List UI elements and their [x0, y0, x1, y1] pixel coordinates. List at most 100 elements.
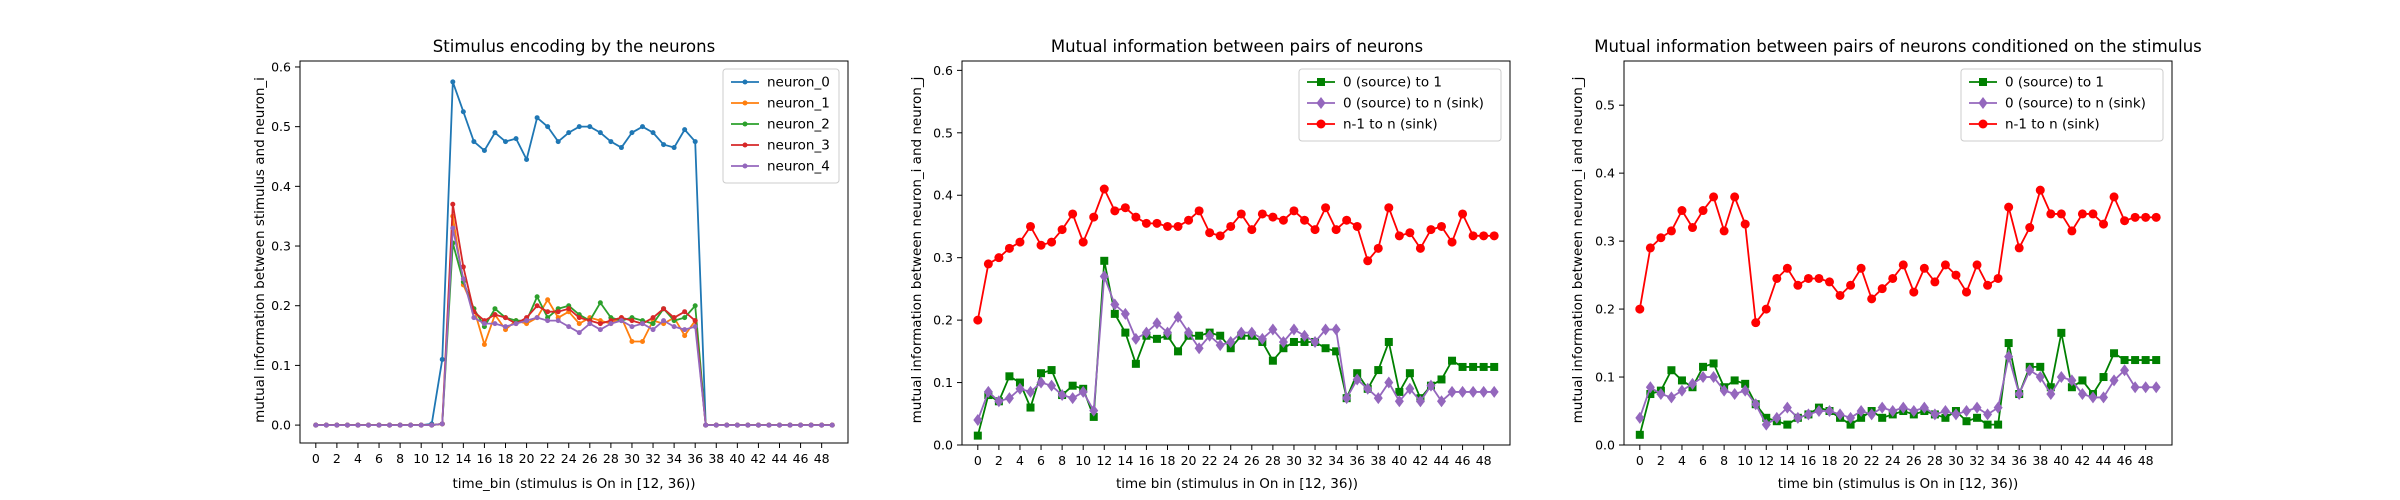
data-point [650, 327, 656, 333]
data-point [1458, 362, 1467, 371]
data-point [2067, 226, 2077, 236]
legend-label: 0 (source) to 1 [2005, 75, 2104, 91]
legend-label: neuron_3 [767, 138, 830, 154]
data-point [1004, 392, 1014, 405]
x-tick-label: 22 [540, 451, 556, 466]
data-point [1983, 408, 1993, 421]
data-point [1099, 184, 1109, 194]
data-point [2130, 381, 2140, 394]
data-point [1994, 420, 2003, 429]
data-point [1037, 369, 1046, 378]
x-tick-label: 40 [729, 451, 745, 466]
data-point [1919, 401, 1929, 414]
data-point [1930, 408, 1940, 421]
data-point [439, 356, 445, 362]
data-point [1489, 385, 1499, 398]
data-point [587, 124, 593, 130]
y-axis-label: mutual information between neuron_i and … [909, 77, 925, 424]
legend-label: neuron_4 [767, 159, 830, 175]
x-tick-label: 12 [1758, 453, 1774, 468]
data-point [1015, 382, 1025, 395]
data-point [597, 130, 603, 136]
data-point [1814, 405, 1824, 418]
data-point [1173, 311, 1183, 323]
x-tick-label: 20 [1181, 453, 1197, 468]
legend-box [722, 68, 840, 184]
data-point [1321, 203, 1331, 213]
data-point [1057, 389, 1067, 402]
x-tick-label: 16 [476, 451, 492, 466]
data-point [1068, 381, 1077, 390]
data-point [1635, 304, 1645, 314]
data-point [1940, 405, 1950, 418]
x-tick-label: 32 [1969, 453, 1985, 468]
data-point [1384, 376, 1394, 389]
data-point [1479, 362, 1488, 371]
data-point [1719, 226, 1729, 236]
data-point [1983, 280, 1993, 290]
data-point [2046, 383, 2055, 392]
x-tick-label: 0 [312, 451, 320, 466]
data-point [1163, 221, 1172, 231]
data-point [798, 422, 804, 428]
data-point [1709, 359, 1718, 368]
x-tick-label: 40 [1391, 453, 1407, 468]
x-tick-label: 4 [1016, 453, 1024, 468]
x-tick-label: 2 [333, 451, 341, 466]
data-point [1173, 221, 1183, 231]
data-point [1278, 215, 1288, 225]
data-point [1363, 256, 1373, 266]
data-point [1047, 366, 1056, 375]
legend-entry: neuron_4 [731, 159, 830, 175]
data-point [1110, 298, 1120, 311]
legend-label: neuron_1 [767, 96, 830, 112]
data-point [1666, 226, 1676, 236]
x-tick-label: 34 [666, 451, 682, 466]
data-point [682, 315, 688, 321]
legend-label: 0 (source) to n (sink) [2005, 96, 2146, 112]
data-point [1395, 387, 1404, 396]
data-point [1226, 221, 1236, 231]
data-point [983, 259, 993, 269]
data-point [829, 422, 835, 428]
data-point [1762, 413, 1771, 422]
data-point [460, 109, 466, 115]
data-point [994, 395, 1004, 408]
data-point [2088, 209, 2098, 219]
data-point [1740, 219, 1750, 229]
x-tick-label: 8 [1720, 453, 1728, 468]
data-point [1321, 344, 1330, 353]
data-point [1479, 385, 1489, 398]
data-point [576, 124, 582, 130]
data-point [1645, 243, 1655, 253]
data-point [1437, 395, 1446, 408]
data-point [682, 309, 688, 315]
y-tick-label: 0.6 [271, 59, 291, 74]
data-point [1909, 405, 1919, 418]
x-tick-label: 4 [354, 451, 362, 466]
data-point [1331, 225, 1341, 235]
data-point [545, 124, 551, 130]
data-point [1740, 384, 1750, 397]
data-point [1688, 223, 1697, 233]
data-point [1479, 231, 1489, 241]
data-point [1342, 392, 1352, 405]
data-point [2067, 383, 2076, 392]
data-point [1300, 337, 1309, 346]
data-point [450, 201, 456, 207]
data-point [1782, 263, 1792, 273]
data-point [376, 422, 382, 428]
data-point [1068, 209, 1078, 219]
chart-panel-conditioned-mutual-information: Mutual information between pairs of neur… [1570, 37, 2202, 492]
data-point [2004, 202, 2014, 212]
legend-box [1960, 68, 2164, 142]
data-point [1877, 284, 1887, 294]
data-point [1856, 263, 1866, 273]
x-tick-label: 10 [413, 451, 429, 466]
data-point [973, 414, 983, 427]
x-tick-label: 12 [1096, 453, 1112, 468]
data-point [2057, 328, 2066, 337]
data-point [534, 115, 540, 121]
data-point [1194, 342, 1204, 355]
